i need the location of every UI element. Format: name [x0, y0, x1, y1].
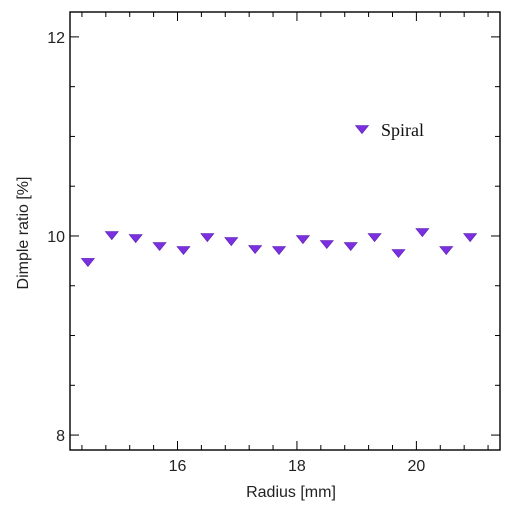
y-axis-title: Dimple ratio [%]: [15, 177, 32, 290]
data-point: [343, 242, 358, 252]
data-point: [391, 249, 406, 259]
data-point: [80, 258, 96, 267]
x-axis-title: Radius [mm]: [246, 484, 336, 501]
x-tick-label: 18: [288, 458, 306, 475]
data-point: [271, 246, 287, 256]
data-point: [200, 233, 215, 243]
data-point: [295, 235, 311, 245]
data-point: [128, 234, 143, 244]
tick-marks: [70, 12, 500, 450]
legend-label-spiral: Spiral: [381, 120, 424, 140]
data-point: [248, 245, 263, 255]
y-tick-label: 12: [47, 30, 65, 47]
data-point: [367, 233, 382, 243]
data-point: [463, 233, 478, 243]
x-tick-label: 16: [169, 458, 187, 475]
legend-marker-spiral: [354, 125, 370, 135]
legend: Spiral: [354, 120, 424, 140]
x-tick-label: 20: [407, 458, 425, 475]
data-point: [439, 246, 454, 256]
y-tick-label: 8: [56, 428, 65, 445]
data-point: [176, 246, 191, 256]
tick-labels: 16 18 20 8 10 12: [47, 30, 425, 475]
plot-frame: [69, 11, 501, 451]
data-point: [104, 231, 119, 241]
data-point: [415, 228, 430, 238]
data-point: [152, 242, 167, 252]
axes-frame: [69, 11, 501, 451]
data-point: [224, 237, 239, 247]
y-tick-label: 10: [47, 229, 65, 246]
data-points: [80, 228, 478, 267]
data-point: [319, 240, 334, 250]
